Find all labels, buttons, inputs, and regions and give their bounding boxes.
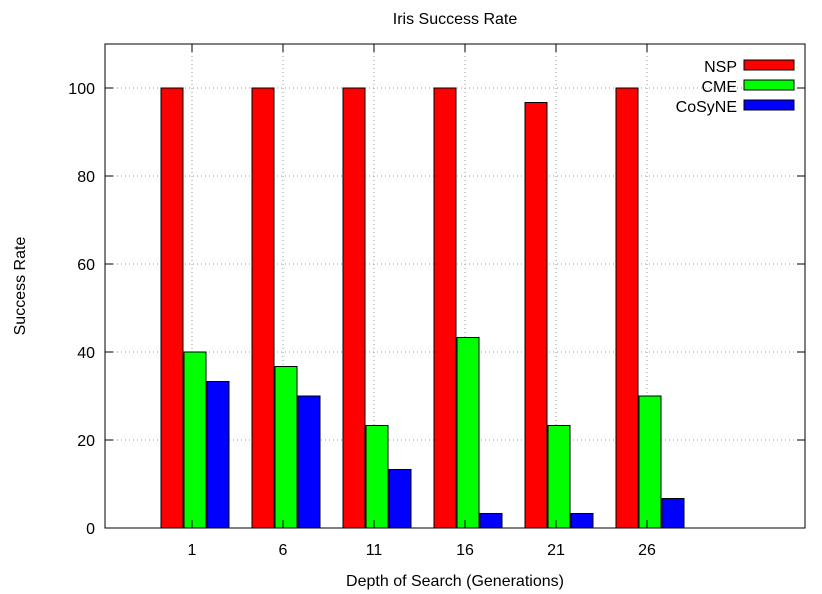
bar-cosyne-21 bbox=[570, 512, 594, 529]
bar-cosyne-6 bbox=[297, 395, 321, 529]
bar-cme-11 bbox=[365, 424, 389, 529]
bars-group bbox=[160, 87, 685, 529]
bar-cosyne-26 bbox=[661, 498, 685, 529]
y-tick-label: 60 bbox=[77, 257, 95, 274]
bar-nsp-21 bbox=[524, 102, 548, 529]
x-tick-label: 16 bbox=[456, 542, 474, 559]
bar-cme-21 bbox=[547, 424, 571, 529]
x-tick-label: 21 bbox=[547, 542, 565, 559]
y-tick-label: 80 bbox=[77, 169, 95, 186]
legend-swatch-cosyne bbox=[743, 99, 795, 111]
bar-cme-16 bbox=[456, 336, 480, 529]
legend-swatch-cme bbox=[743, 79, 795, 91]
x-tick-label: 11 bbox=[366, 542, 383, 559]
x-tick-label: 26 bbox=[638, 542, 656, 559]
y-tick-label: 20 bbox=[77, 433, 95, 450]
bar-nsp-26 bbox=[615, 87, 639, 529]
legend-label: CoSyNE bbox=[676, 99, 737, 116]
legend-label: NSP bbox=[704, 59, 737, 76]
bar-nsp-11 bbox=[342, 87, 366, 529]
x-tick-label: 6 bbox=[279, 542, 288, 559]
legend-swatch-nsp bbox=[743, 59, 795, 71]
bar-nsp-6 bbox=[251, 87, 275, 529]
chart-title: Iris Success Rate bbox=[393, 11, 518, 28]
x-tick-label: 1 bbox=[188, 542, 197, 559]
bar-nsp-16 bbox=[433, 87, 457, 529]
y-tick-label: 100 bbox=[68, 81, 95, 98]
bar-nsp-1 bbox=[160, 87, 184, 529]
y-tick-label: 40 bbox=[77, 345, 95, 362]
bar-cme-1 bbox=[183, 351, 207, 529]
bar-cosyne-1 bbox=[206, 380, 230, 529]
legend-label: CME bbox=[701, 79, 737, 96]
y-axis-label: Success Rate bbox=[12, 237, 29, 336]
legend: NSP CME CoSyNE bbox=[676, 59, 795, 116]
bar-cme-6 bbox=[274, 366, 298, 529]
bar-cme-26 bbox=[638, 395, 662, 529]
plot-frame bbox=[104, 43, 806, 529]
x-axis-label: Depth of Search (Generations) bbox=[346, 573, 564, 590]
bar-cosyne-11 bbox=[388, 468, 412, 529]
bar-cosyne-16 bbox=[479, 512, 503, 529]
y-tick-label: 0 bbox=[86, 521, 95, 538]
